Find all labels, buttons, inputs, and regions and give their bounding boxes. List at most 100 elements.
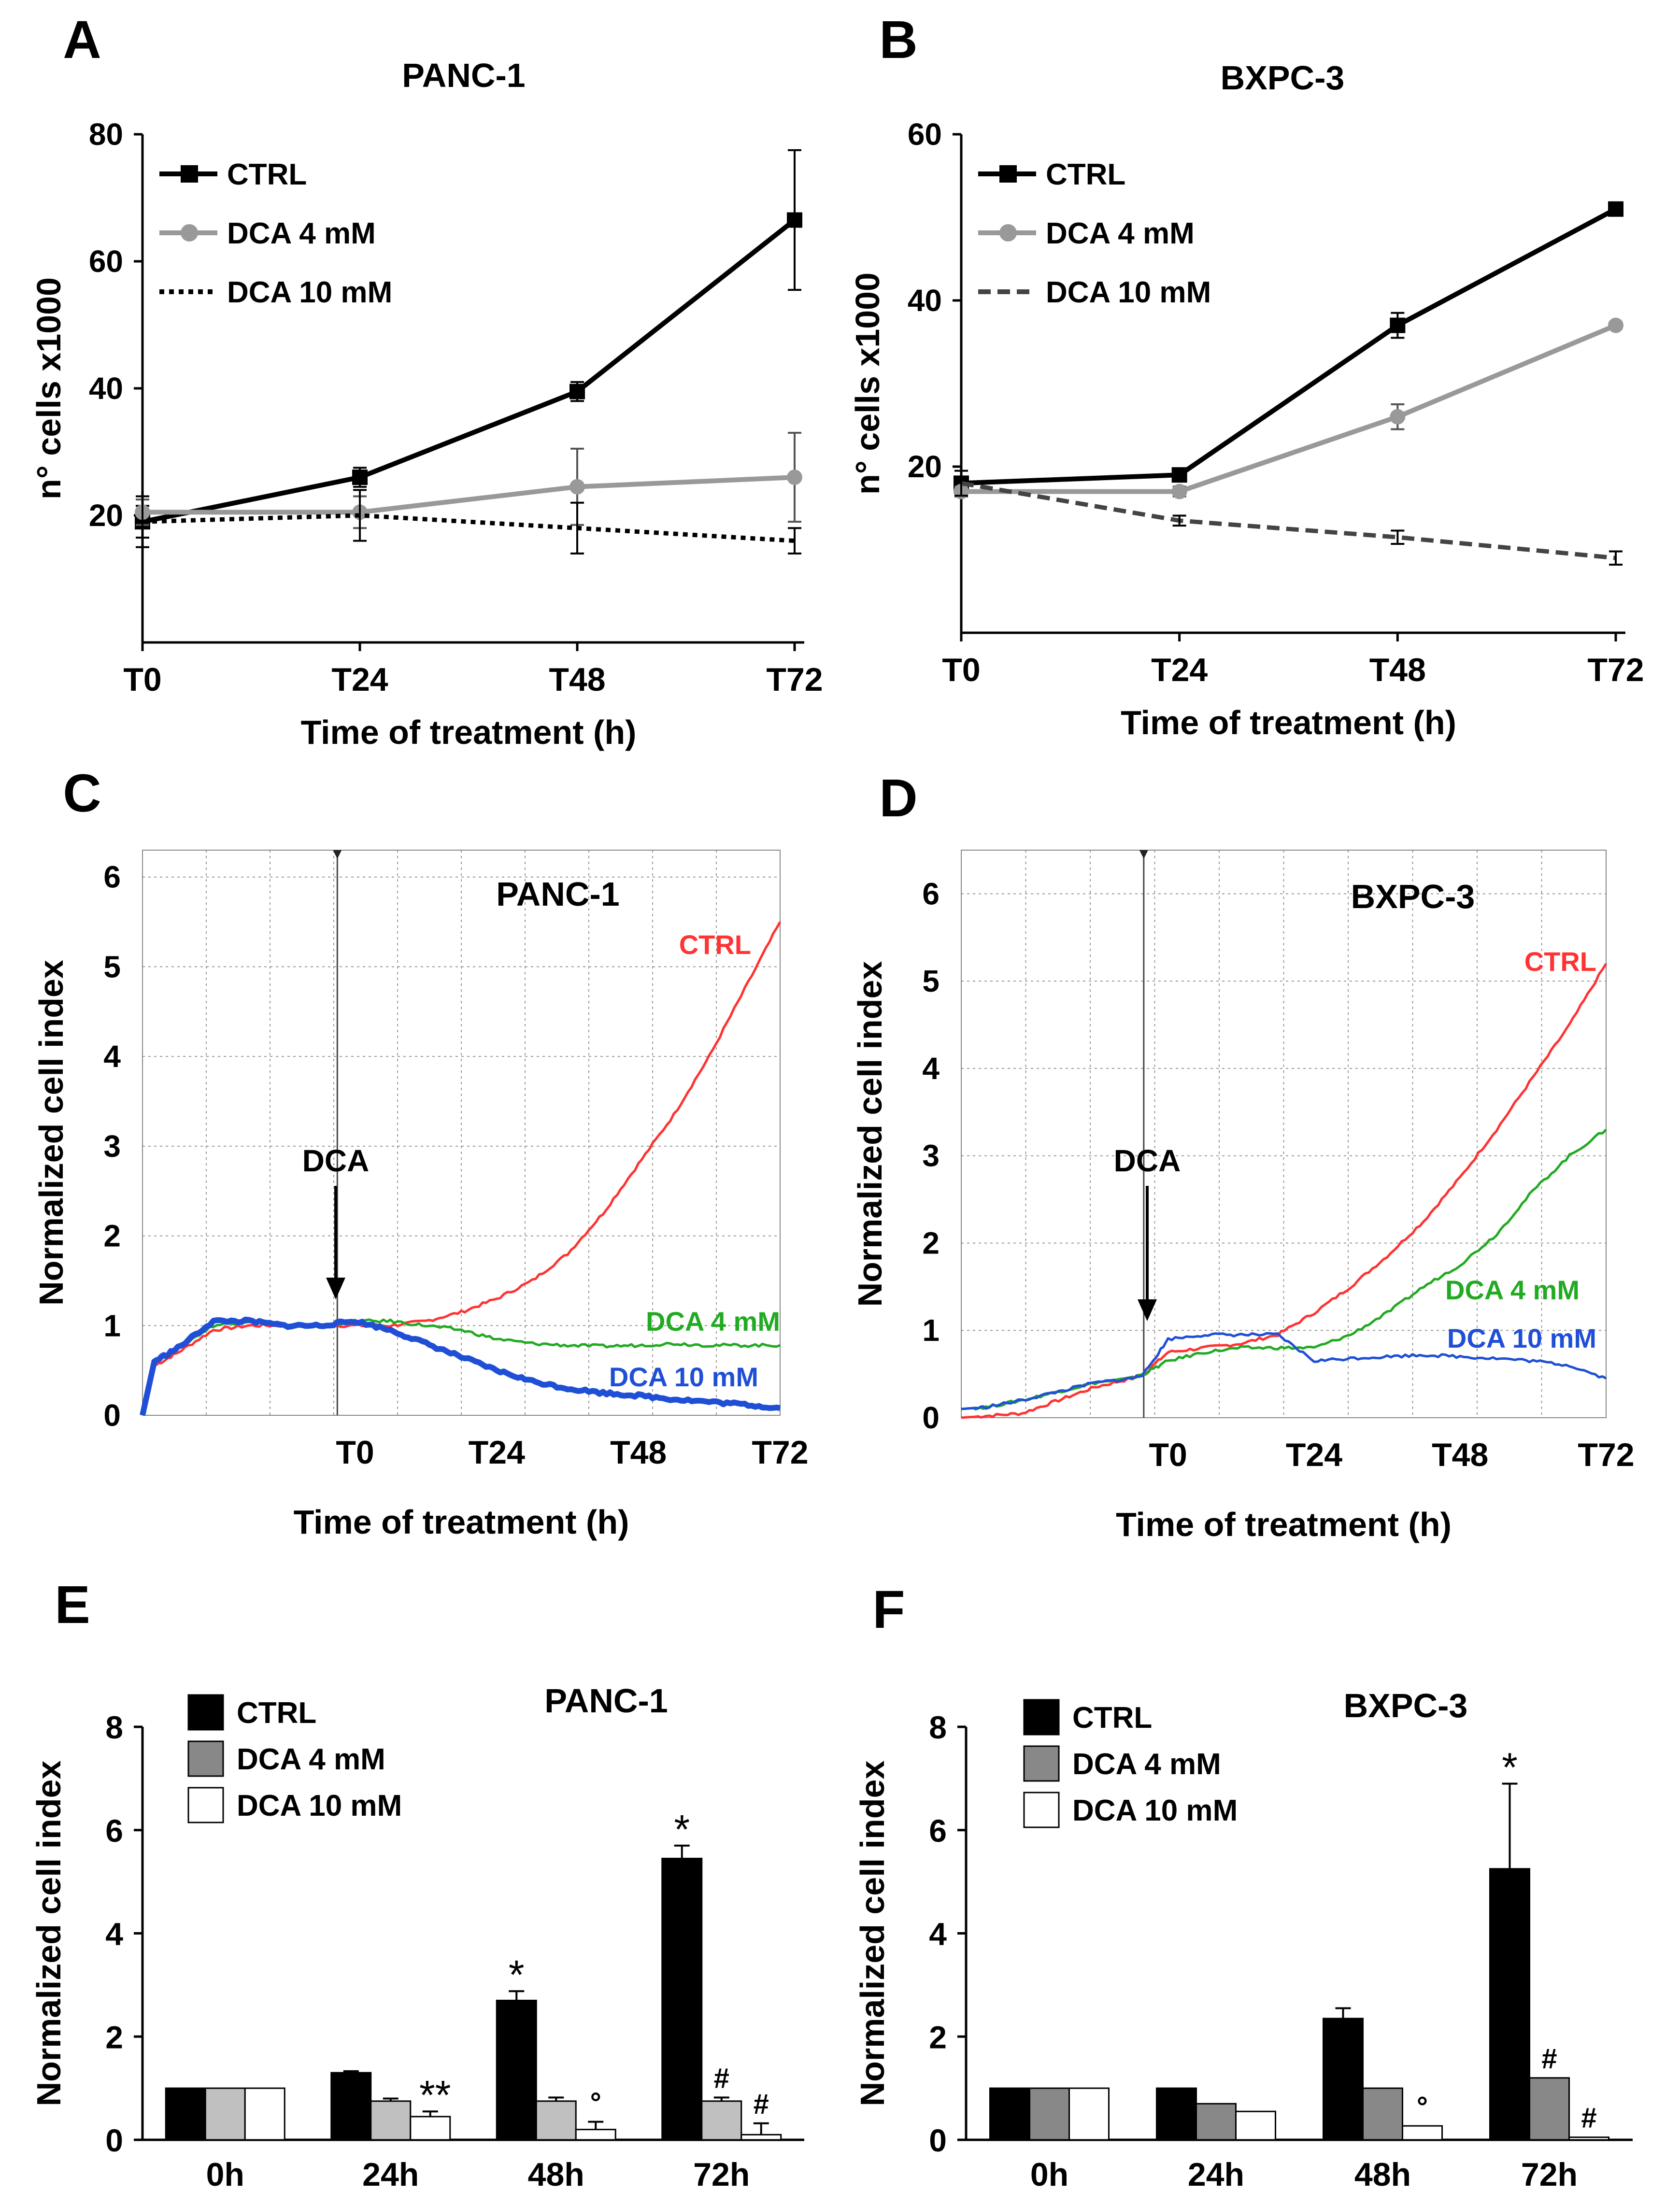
series-dca-4-mm bbox=[954, 317, 1623, 499]
bar bbox=[330, 2072, 372, 2141]
panel-letter-a: A bbox=[63, 10, 101, 70]
legend-label: DCA 4 mM bbox=[1046, 217, 1195, 250]
y-tick-label: 60 bbox=[908, 117, 942, 152]
legend-label: DCA 10 mM bbox=[237, 1789, 402, 1822]
x-tick-label: T0 bbox=[942, 652, 980, 688]
significance-mark: # bbox=[1541, 2043, 1557, 2075]
panel-c: 0 1 2 3 4 5 6 T0 T24 T48 T72 Time of treatment (h) N… bbox=[32, 850, 809, 1541]
trace-dca-10-mm bbox=[961, 1332, 1607, 1410]
significance-mark: * bbox=[509, 1952, 525, 1997]
chart-title: BXPC-3 bbox=[1351, 878, 1475, 915]
y-tick-label: 5 bbox=[922, 964, 940, 998]
bar bbox=[989, 2087, 1030, 2141]
bar bbox=[1235, 2110, 1276, 2141]
y-axis-label: Normalized cell index bbox=[854, 1761, 891, 2107]
y-tick-label: 4 bbox=[929, 1916, 947, 1952]
y-axis-label: n° cells x1000 bbox=[30, 277, 68, 499]
x-axis-label: Time of treatment (h) bbox=[1116, 1506, 1452, 1543]
significance-mark: * bbox=[1502, 1745, 1518, 1790]
series-label: CTRL bbox=[1524, 946, 1596, 977]
series-label: DCA 10 mM bbox=[1447, 1323, 1596, 1353]
y-tick-label: 2 bbox=[105, 2019, 123, 2055]
x-axis-label: Time of treatment (h) bbox=[301, 713, 637, 751]
bar bbox=[410, 2116, 451, 2141]
grid bbox=[961, 850, 1606, 1418]
treatment-marker bbox=[333, 850, 342, 859]
y-tick-label: 3 bbox=[922, 1139, 940, 1173]
series-label: DCA 4 mM bbox=[1445, 1275, 1580, 1305]
bar bbox=[1402, 2125, 1443, 2141]
x-tick-label: 0h bbox=[1030, 2156, 1068, 2192]
data-point bbox=[569, 479, 585, 495]
bar bbox=[575, 2129, 616, 2141]
bar bbox=[370, 2100, 412, 2141]
series-line bbox=[142, 513, 795, 543]
legend-marker bbox=[999, 224, 1017, 242]
y-tick-label: 6 bbox=[103, 860, 121, 895]
y-tick-label: 40 bbox=[89, 371, 123, 406]
trace-dca-4-mm bbox=[141, 1318, 781, 1416]
bar bbox=[165, 2087, 206, 2141]
legend-label: DCA 4 mM bbox=[227, 217, 376, 250]
legend-swatch bbox=[187, 1740, 224, 1777]
bar bbox=[740, 2134, 782, 2141]
y-axis-label: Normalized cell index bbox=[32, 960, 70, 1306]
bar bbox=[1029, 2087, 1070, 2141]
legend-label: DCA 10 mM bbox=[227, 276, 392, 309]
significance-mark: # bbox=[754, 2089, 769, 2120]
x-tick-label: 24h bbox=[1188, 2156, 1244, 2192]
series-label: DCA 4 mM bbox=[646, 1306, 780, 1337]
x-tick-label: 48h bbox=[1354, 2156, 1411, 2192]
legend-label: DCA 4 mM bbox=[237, 1743, 385, 1776]
y-axis-label: Normalized cell index bbox=[851, 961, 889, 1307]
legend-label: CTRL bbox=[237, 1696, 316, 1730]
chart-title: BXPC-3 bbox=[1344, 1687, 1468, 1724]
series-ctrl bbox=[954, 201, 1623, 491]
y-tick-label: 40 bbox=[908, 283, 942, 318]
y-tick-label: 0 bbox=[929, 2122, 947, 2158]
data-point bbox=[787, 470, 802, 485]
y-tick-label: 6 bbox=[922, 876, 940, 911]
x-tick-label: 0h bbox=[206, 2156, 244, 2192]
legend-swatch bbox=[187, 1694, 224, 1731]
bar bbox=[661, 1858, 703, 2141]
chart-title: PANC-1 bbox=[544, 1682, 668, 1720]
significance-mark: * bbox=[674, 1807, 690, 1852]
x-tick-label: T72 bbox=[752, 1434, 808, 1471]
data-point bbox=[1171, 484, 1187, 499]
x-tick-label: 24h bbox=[362, 2156, 419, 2192]
y-tick-label: 3 bbox=[103, 1129, 121, 1164]
panel-e: 0 2 4 6 8 Normalized cell index PANC-1 0h 24h 48h… bbox=[30, 1682, 804, 2192]
x-tick-label: T48 bbox=[1432, 1437, 1488, 1473]
data-point bbox=[787, 212, 802, 228]
y-tick-label: 20 bbox=[908, 449, 942, 484]
x-tick-label: 72h bbox=[693, 2156, 750, 2192]
y-tick-label: 4 bbox=[105, 1916, 123, 1952]
data-point bbox=[569, 384, 585, 399]
y-tick-label: 0 bbox=[103, 1398, 121, 1433]
y-tick-label: 80 bbox=[89, 117, 123, 152]
legend: CTRL DCA 4 mM DCA 10 mM bbox=[978, 158, 1211, 309]
x-tick-label: T48 bbox=[1369, 652, 1426, 688]
significance-mark: # bbox=[1581, 2103, 1596, 2134]
legend: CTRL DCA 4 mM DCA 10 mM bbox=[159, 158, 392, 309]
bar bbox=[1362, 2087, 1403, 2141]
legend-swatch bbox=[1023, 1699, 1060, 1736]
panel-a: 20 40 60 80 T0 T24 T48 T72 Time of treatment (h)… bbox=[30, 57, 823, 751]
x-tick-label: T0 bbox=[336, 1434, 374, 1471]
x-tick-label: T24 bbox=[331, 661, 388, 698]
significance-mark: ° bbox=[1417, 2091, 1428, 2122]
legend-label: DCA 10 mM bbox=[1046, 276, 1211, 309]
legend-swatch bbox=[1023, 1792, 1060, 1828]
x-tick-label: T24 bbox=[1286, 1437, 1342, 1473]
x-tick-label: T72 bbox=[1578, 1437, 1634, 1473]
y-axis-label: n° cells x1000 bbox=[849, 272, 886, 495]
trace-ctrl bbox=[141, 921, 782, 1416]
legend-swatch bbox=[1023, 1745, 1060, 1782]
series-label: CTRL bbox=[679, 929, 751, 960]
series-line bbox=[961, 207, 1617, 486]
y-tick-label: 1 bbox=[103, 1308, 121, 1343]
trace-ctrl bbox=[961, 963, 1608, 1419]
y-tick-label: 2 bbox=[922, 1225, 940, 1260]
